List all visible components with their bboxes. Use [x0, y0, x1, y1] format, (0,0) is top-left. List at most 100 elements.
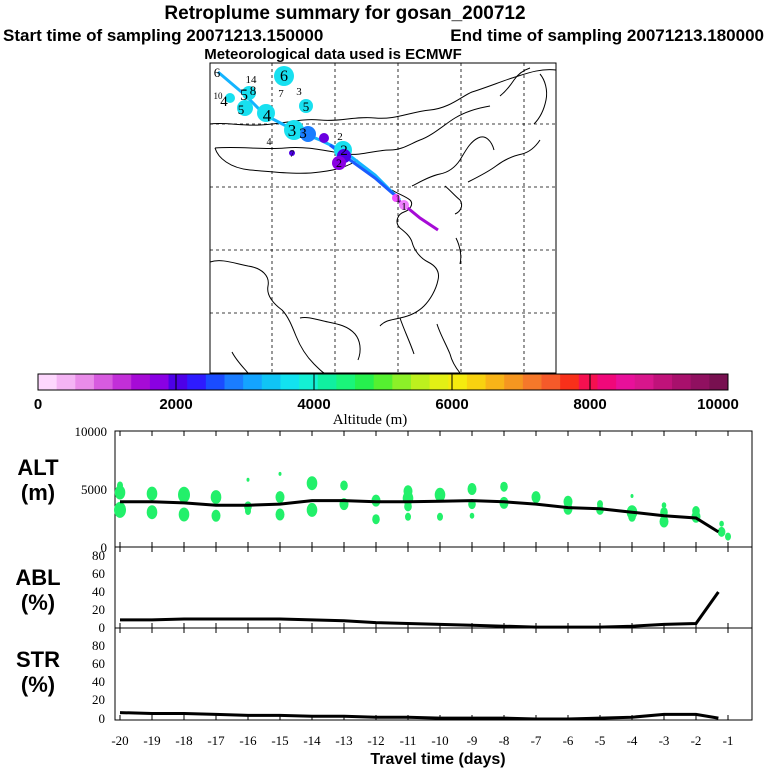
- x-axis-label: Travel time (days): [370, 751, 505, 768]
- plume-bubble: [319, 133, 329, 143]
- plume-bubble: [399, 200, 409, 210]
- colorbar-cell: [224, 374, 244, 390]
- alt-scatter-point: [146, 505, 158, 520]
- plume-bubbles: [225, 66, 409, 210]
- plume-bubble: [242, 86, 256, 100]
- colorbar-cell: [131, 374, 151, 390]
- x-tick-label: -9: [467, 733, 478, 748]
- x-tick-label: -6: [563, 733, 574, 748]
- plume-bubble: [299, 99, 313, 113]
- plume-label: 5: [240, 87, 248, 104]
- alt-scatter-point: [245, 507, 251, 515]
- colorbar-cell: [466, 374, 487, 390]
- alt-scatter-point: [437, 512, 443, 521]
- colorbar-cell: [38, 374, 58, 390]
- plume-bubble: [274, 66, 294, 86]
- altitude-colorbar: 0 2000 4000 6000 8000 10000 Altitude (m): [34, 373, 739, 428]
- plume-label: 5: [303, 99, 310, 114]
- alt-scatter-point: [372, 514, 380, 525]
- alt-scatter-point: [178, 486, 190, 503]
- figure-title: Retroplume summary for gosan_200712: [164, 3, 525, 24]
- str-axis-ticks: [119, 628, 729, 720]
- alt-frame: [114, 430, 753, 548]
- colorbar-cell: [168, 374, 188, 390]
- abl-frame: [114, 546, 753, 629]
- str-ylabel-unit: (%): [21, 672, 55, 697]
- colorbar-frame: [37, 373, 729, 391]
- colorbar-cell: [634, 374, 654, 390]
- x-tick-label: -15: [271, 733, 288, 748]
- x-tick-label: -13: [335, 733, 352, 748]
- alt-scatter-point: [725, 532, 731, 541]
- plume-label: 5: [238, 102, 245, 117]
- abl-ytick: 0: [99, 620, 106, 635]
- alt-scatter-point: [717, 526, 726, 537]
- map-gridlines: [210, 63, 556, 373]
- x-tick-label: -14: [303, 733, 321, 748]
- plume-bubble: [332, 156, 346, 170]
- x-tick-label: -19: [143, 733, 160, 748]
- colorbar-cell: [373, 374, 393, 390]
- abl-axis-ticks: [119, 547, 729, 628]
- alt-scatter-point: [114, 485, 126, 500]
- colorbar-cell: [56, 374, 76, 390]
- plume-label: 4: [263, 106, 272, 125]
- plume-label: 7: [278, 88, 284, 100]
- x-tick-label: -20: [111, 733, 128, 748]
- alt-scatter-point: [210, 490, 222, 505]
- plume-label: 10: [214, 91, 224, 101]
- alt-mean-line: [120, 499, 720, 534]
- colorbar-cell: [485, 374, 505, 390]
- plume-label: 3: [296, 86, 302, 98]
- colorbar-tick: 10000: [697, 396, 739, 413]
- alt-scatter-point: [628, 511, 636, 522]
- colorbar-cell: [93, 374, 114, 390]
- alt-scatter-point: [597, 500, 603, 509]
- plume-bubble: [284, 120, 304, 140]
- alt-scatter-point: [114, 501, 126, 518]
- abl-ytick: 60: [92, 566, 105, 581]
- alt-ytick: 5000: [81, 482, 107, 497]
- colorbar-cell: [616, 374, 636, 390]
- str-ytick: 40: [92, 674, 105, 689]
- str-panel: STR (%) 80 60 40 20 0: [16, 627, 753, 726]
- alt-scatter-point: [246, 477, 250, 482]
- colorbar-cell: [261, 374, 281, 390]
- plume-label: 2: [336, 156, 342, 170]
- alt-scatter-point: [531, 491, 541, 504]
- plume-label: 14: [246, 74, 258, 86]
- plume-label: 3: [299, 126, 307, 142]
- alt-scatter-point: [563, 495, 573, 508]
- colorbar-cell: [336, 374, 356, 390]
- colorbar-cell: [653, 374, 673, 390]
- x-tick-label: -7: [531, 733, 542, 748]
- colorbar-cell: [75, 374, 95, 390]
- colorbar-cell: [429, 374, 449, 390]
- colorbar-cell: [299, 374, 319, 390]
- x-tick-label: -2: [691, 733, 702, 748]
- plume-label: 1: [395, 193, 401, 205]
- x-tick-label: -18: [175, 733, 192, 748]
- colorbar-cell: [578, 374, 598, 390]
- colorbar-cell: [243, 374, 263, 390]
- str-ytick: 80: [92, 638, 105, 653]
- colorbar-cell: [149, 374, 170, 390]
- colorbar-cell: [504, 374, 524, 390]
- x-tick-label: -1: [723, 733, 734, 748]
- plume-bubble: [300, 126, 316, 142]
- colorbar-cell: [448, 374, 468, 390]
- colorbar-cell: [690, 374, 710, 390]
- alt-ytick: 0: [101, 540, 108, 555]
- str-ylabel: STR: [16, 647, 60, 672]
- plume-label: 1: [401, 201, 407, 213]
- alt-scatter-point: [661, 502, 667, 509]
- start-time-label: Start time of sampling 20071213.150000: [3, 26, 323, 45]
- alt-ytick: 10000: [75, 424, 108, 439]
- plume-bubble: [237, 100, 253, 116]
- alt-axis-ticks: [119, 431, 729, 547]
- colorbar-cell: [317, 374, 337, 390]
- colorbar-label: Altitude (m): [333, 412, 408, 428]
- colorbar-dividers: [175, 374, 591, 390]
- colorbar-cell: [355, 374, 375, 390]
- abl-ytick: 20: [92, 602, 105, 617]
